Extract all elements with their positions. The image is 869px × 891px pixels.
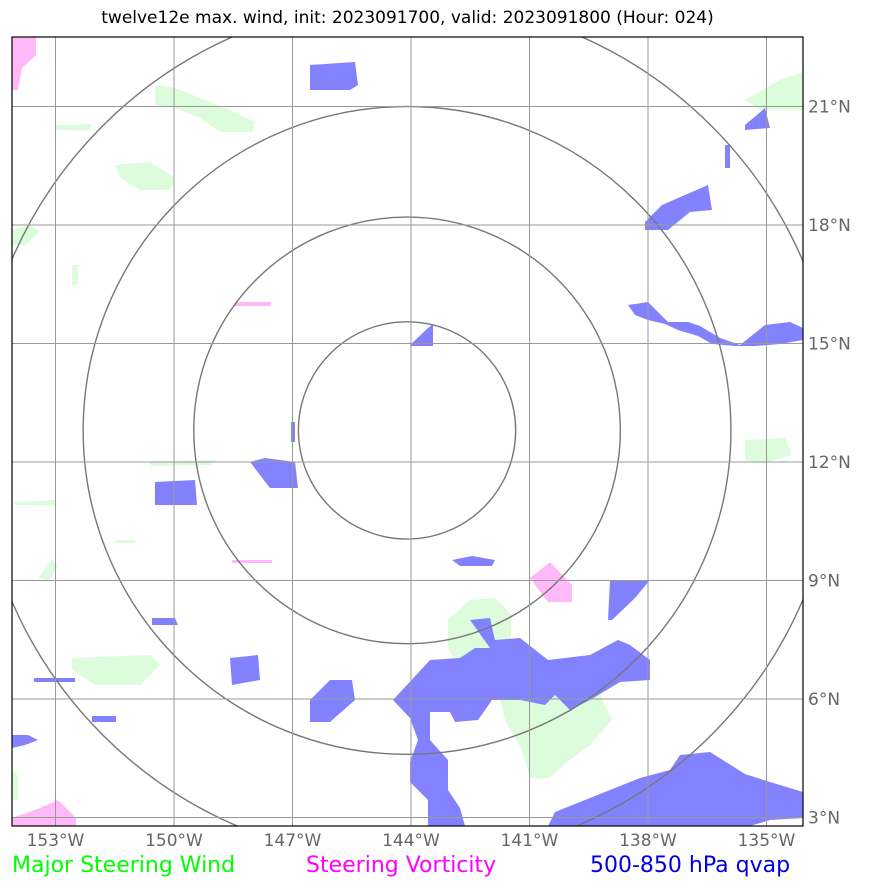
- qvap-area: [608, 580, 650, 620]
- vorticity-area: [12, 800, 76, 826]
- latitude-tick-label: 9°N: [808, 572, 840, 592]
- longitude-tick-label: 144°W: [382, 831, 440, 850]
- qvap-area: [12, 735, 38, 748]
- range-ring: [193, 216, 622, 645]
- range-ring: [297, 321, 517, 540]
- map-panel: 153°W 150°W 147°W 144°W 141°W 138°W 135°W 21°N…: [11, 36, 851, 850]
- wind-area: [12, 225, 40, 245]
- wind-area: [12, 770, 18, 800]
- vorticity-area: [12, 37, 36, 90]
- qvap-area: [628, 302, 803, 346]
- qvap-area: [725, 145, 730, 168]
- longitude-tick-label: 138°W: [619, 831, 677, 850]
- wind-area: [745, 438, 792, 463]
- wind-area: [72, 265, 78, 285]
- qvap-area: [250, 458, 298, 488]
- latitude-tick-label: 12°N: [808, 453, 851, 473]
- vorticity-area: [232, 560, 272, 563]
- wind-area: [15, 500, 55, 505]
- legend-steering-wind: Major Steering Wind: [12, 853, 236, 878]
- qvap-area: [645, 185, 712, 230]
- wind-area: [115, 540, 135, 543]
- longitude-tick-label: 153°W: [27, 831, 85, 850]
- latitude-tick-label: 3°N: [808, 809, 840, 829]
- qvap-area: [230, 655, 260, 685]
- wind-area: [500, 688, 612, 778]
- qvap-area: [548, 752, 803, 826]
- wind-area: [115, 162, 175, 190]
- vorticity-area: [235, 302, 272, 306]
- vorticity-area: [530, 562, 572, 602]
- steering-wind-areas: [12, 72, 803, 800]
- lat-lon-grid: [12, 37, 803, 826]
- qvap-area: [310, 62, 358, 90]
- latitude-tick-label: 15°N: [808, 335, 851, 355]
- qvap-area: [152, 618, 178, 625]
- qvap-area: [410, 324, 433, 346]
- legend-steering-vorticity: Steering Vorticity: [306, 853, 497, 878]
- steering-vorticity-areas: [12, 37, 572, 826]
- map-frame: [11, 36, 804, 827]
- wind-area: [72, 655, 160, 685]
- latitude-labels: 21°N 18°N 15°N 12°N 9°N 6°N 3°N: [808, 98, 851, 829]
- latitude-tick-label: 18°N: [808, 216, 851, 236]
- chart-title: twelve12e max. wind, init: 2023091700, v…: [101, 8, 714, 28]
- latitude-tick-label: 21°N: [808, 98, 851, 118]
- qvap-area: [393, 618, 650, 826]
- qvap-area: [310, 680, 355, 722]
- longitude-tick-label: 141°W: [501, 831, 559, 850]
- wind-area: [38, 560, 58, 580]
- wind-area: [55, 124, 92, 130]
- longitude-tick-label: 147°W: [264, 831, 322, 850]
- wind-area: [155, 85, 255, 132]
- longitude-tick-label: 150°W: [145, 831, 203, 850]
- legend-qvap: 500-850 hPa qvap: [590, 853, 791, 878]
- qvap-area: [745, 108, 770, 130]
- wind-area: [745, 72, 803, 110]
- longitude-labels: 153°W 150°W 147°W 144°W 141°W 138°W 135°W: [27, 831, 796, 850]
- qvap-areas: [12, 62, 803, 826]
- qvap-area: [34, 678, 75, 682]
- qvap-area: [155, 480, 197, 505]
- latitude-tick-label: 6°N: [808, 690, 840, 710]
- longitude-tick-label: 135°W: [738, 831, 796, 850]
- qvap-area: [452, 556, 495, 566]
- qvap-area: [92, 716, 116, 722]
